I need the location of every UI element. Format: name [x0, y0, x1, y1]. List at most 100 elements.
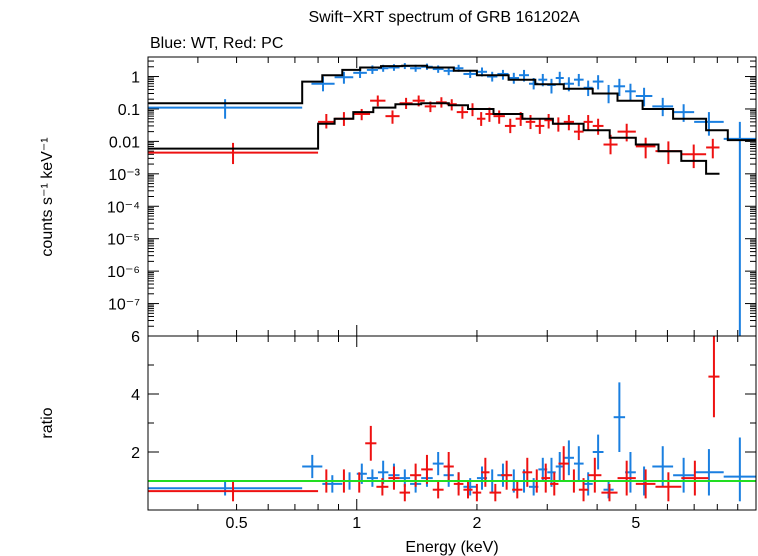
- ratio-frame: [147, 335, 757, 511]
- pc-data-point: [353, 108, 371, 121]
- pc-model-line: [148, 102, 720, 175]
- pc-ratio-point: [635, 469, 656, 499]
- y-tick-label: 10⁻⁴: [107, 199, 140, 216]
- wt-ratio-point: [432, 452, 444, 476]
- chart-subtitle: Blue: WT, Red: PC: [150, 35, 283, 52]
- x-tick-label: 5: [631, 515, 640, 532]
- pc-ratio-point: [388, 466, 400, 490]
- wt-data-point: [652, 97, 674, 117]
- pc-data-point: [617, 123, 636, 142]
- y-tick-label: 2: [131, 445, 140, 462]
- pc-ratio-point: [512, 481, 523, 499]
- pc-data-point: [504, 118, 516, 134]
- pc-data-point: [563, 115, 574, 131]
- wt-data-point: [508, 72, 520, 84]
- x-axis-label: Energy (keV): [405, 539, 498, 556]
- wt-data-point: [592, 75, 604, 90]
- pc-ratio-point: [472, 483, 482, 502]
- wt-ratio-point: [302, 454, 323, 479]
- wt-data-point: [487, 71, 498, 82]
- y-tick-label: 10⁻⁷: [108, 297, 140, 314]
- wt-ratio-point: [555, 452, 564, 481]
- pc-data-point: [493, 110, 505, 124]
- pc-ratio-point: [489, 483, 502, 502]
- pc-data-point: [635, 137, 656, 159]
- pc-ratio-point: [463, 481, 473, 499]
- wt-ratio-point: [366, 469, 378, 487]
- wt-ratio-point: [592, 434, 604, 470]
- pc-data-point: [148, 142, 319, 165]
- ratio-ytick-labels: 2 4 6: [131, 329, 140, 462]
- wt-data-point: [334, 71, 354, 84]
- wt-ratio-point: [673, 457, 695, 493]
- pc-ratio-point: [550, 472, 559, 496]
- x-tick-label: 2: [472, 515, 481, 532]
- ratio-ticks: [148, 335, 756, 510]
- y-tick-label: 1: [131, 70, 140, 87]
- spectrum-ylabel: counts s⁻¹ keV⁻¹: [39, 137, 56, 256]
- wt-data-point: [148, 99, 303, 119]
- pc-ratio-point: [681, 460, 709, 496]
- spectrum-frame: [147, 56, 757, 337]
- wt-data-point: [625, 83, 636, 101]
- pc-data-point: [583, 115, 593, 131]
- pc-data-point: [476, 112, 486, 126]
- x-tick-label: 1: [352, 515, 361, 532]
- pc-ratio-point: [353, 472, 366, 493]
- pc-data-point: [456, 106, 469, 119]
- y-tick-label: 0.01: [109, 134, 140, 151]
- pc-ratio-point: [432, 481, 444, 499]
- pc-ratio-point: [453, 472, 464, 496]
- wt-data-point: [573, 73, 584, 87]
- wt-data-point: [547, 78, 556, 94]
- pc-ratio-point: [365, 425, 377, 461]
- pc-ratio-point: [655, 472, 682, 502]
- pc-ratio-point: [541, 463, 551, 493]
- chart-title: Swift−XRT spectrum of GRB 161202A: [308, 9, 579, 26]
- pc-data-point: [592, 118, 604, 135]
- pc-ratio-point: [148, 481, 319, 502]
- ratio-xtick-labels: 0.5 1 2 5: [225, 515, 640, 532]
- y-tick-label: 10⁻⁶: [107, 264, 140, 281]
- wt-data-point: [555, 71, 564, 85]
- pc-data-point: [681, 144, 707, 169]
- wt-ratio-point: [694, 449, 724, 496]
- pc-ratio-point: [443, 452, 454, 481]
- ratio-ylabel: ratio: [39, 407, 56, 438]
- pc-ratio-point: [399, 483, 411, 502]
- y-tick-label: 6: [131, 329, 140, 346]
- pc-ratio-point: [558, 446, 569, 481]
- pc-ratio-point: [588, 457, 602, 493]
- pc-data-point: [525, 115, 536, 130]
- pc-ratio-point: [601, 483, 618, 502]
- pc-data-point: [385, 110, 400, 124]
- pc-data-point: [573, 123, 584, 141]
- wt-model-line: [148, 64, 756, 142]
- spectrum-panel: 1 0.1 0.01 10⁻³ 10⁻⁴ 10⁻⁵ 10⁻⁶ 10⁻⁷ counts s⁻¹ …: [39, 56, 757, 337]
- spectrum-ytick-labels: 1 0.1 0.01 10⁻³ 10⁻⁴ 10⁻⁵ 10⁻⁶ 10⁻⁷: [107, 70, 141, 314]
- y-tick-label: 0.1: [118, 102, 140, 119]
- pc-ratio-point: [410, 463, 422, 487]
- ratio-data: [148, 336, 756, 502]
- x-tick-label: 0.5: [225, 515, 247, 532]
- pc-ratio-point: [421, 454, 433, 484]
- pc-data-point: [706, 138, 720, 159]
- wt-data-point: [635, 87, 653, 107]
- wt-ratio-point: [148, 481, 303, 496]
- pc-data-point: [370, 95, 386, 107]
- spectrum-ticks: [148, 56, 756, 337]
- pc-ratio-point: [708, 336, 720, 418]
- spectrum-models: [148, 64, 756, 175]
- wt-data-point: [694, 112, 724, 136]
- wt-data-point: [613, 78, 626, 97]
- y-tick-label: 10⁻⁵: [107, 232, 140, 249]
- wt-ratio-point: [563, 440, 574, 476]
- wt-data-point: [723, 121, 756, 336]
- wt-ratio-point: [573, 446, 584, 481]
- pc-data-point: [544, 113, 553, 129]
- wt-ratio-point: [583, 472, 593, 496]
- wt-ratio-point: [613, 382, 626, 452]
- y-tick-label: 10⁻³: [108, 167, 140, 184]
- pc-ratio-point: [501, 460, 513, 490]
